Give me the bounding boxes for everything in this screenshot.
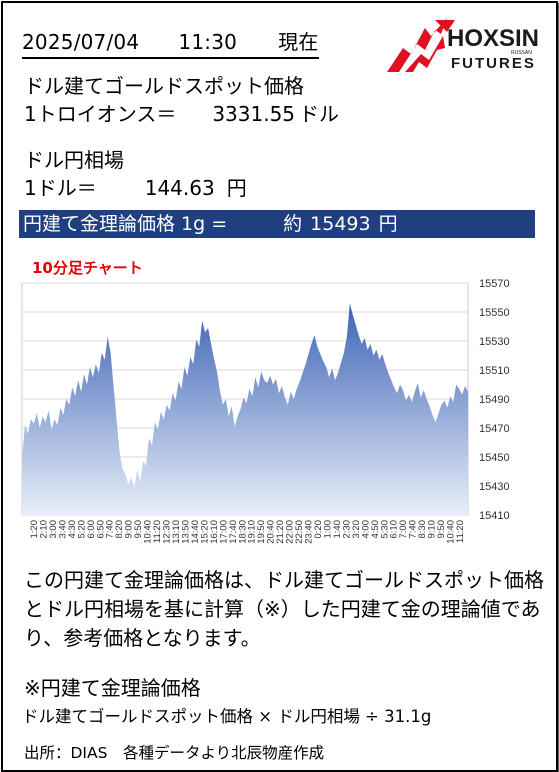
theory-label: 円建て金理論価格 1g = xyxy=(23,213,228,235)
x-tick-label: 10:40 xyxy=(143,520,154,544)
x-tick-label: 14:40 xyxy=(190,520,201,544)
formula-title: ※円建て金理論価格 xyxy=(24,676,201,700)
x-axis-tick-labels: 1:202:103:003:404:305:206:006:507:408:20… xyxy=(29,520,466,544)
gold-unit-label: 1トロイオンス＝ xyxy=(24,102,177,126)
price-area-series xyxy=(22,303,468,515)
x-tick-label: 12:30 xyxy=(162,520,173,544)
x-tick-label: 13:10 xyxy=(171,520,182,544)
time-text: 11:30 xyxy=(178,30,238,54)
x-tick-label: 19:50 xyxy=(256,520,267,544)
x-tick-label: 4:50 xyxy=(370,520,381,539)
logo-swoosh-icon xyxy=(387,18,455,72)
y-tick-label: 15450 xyxy=(479,452,510,464)
theory-approx: 約 xyxy=(283,213,303,235)
chart-title: 10分足チャート xyxy=(32,259,143,277)
x-tick-label: 3:20 xyxy=(351,520,362,539)
theory-currency: 円 xyxy=(378,213,398,235)
x-tick-label: 1:00 xyxy=(322,520,333,539)
y-tick-label: 15410 xyxy=(479,510,510,522)
x-tick-label: 18:30 xyxy=(237,520,248,544)
x-tick-label: 9:50 xyxy=(436,520,447,539)
gold-currency: ドル xyxy=(299,102,340,126)
theory-value: 15493 xyxy=(310,213,371,235)
x-tick-label: 4:00 xyxy=(360,520,371,539)
y-tick-label: 15550 xyxy=(479,307,510,319)
x-tick-label: 17:40 xyxy=(228,520,239,544)
date-text: 2025/07/04 xyxy=(22,30,140,54)
theory-price-banner: 円建て金理論価格 1g = 約 15493 円 xyxy=(19,210,535,238)
as-of-text: 現在 xyxy=(278,30,319,54)
x-tick-label: 11:20 xyxy=(152,520,163,543)
x-tick-label: 8:30 xyxy=(417,520,428,539)
logo-sub: FUTURES xyxy=(451,55,536,72)
x-tick-label: 5:20 xyxy=(76,520,87,539)
x-tick-label: 6:50 xyxy=(95,520,106,539)
company-logo: HOXSIN RUSSAN FUTURES xyxy=(387,18,539,72)
x-tick-label: 22:50 xyxy=(294,520,305,544)
x-tick-label: 17:00 xyxy=(218,520,229,544)
fx-unit-label: 1ドル＝ xyxy=(24,176,97,200)
x-tick-label: 9:00 xyxy=(124,520,135,539)
gold-title: ドル建てゴールドスポット価格 xyxy=(24,74,304,98)
x-tick-label: 10:40 xyxy=(446,520,457,544)
explanation-text: この円建て金理論価格は、ドル建てゴールドスポット価格とドル円相場を基に計算（※）… xyxy=(24,568,544,650)
fx-rate-row: 1ドル＝ 144.63 円 xyxy=(24,172,247,201)
x-tick-label: 1:40 xyxy=(332,520,343,539)
formula-expression: ドル建てゴールドスポット価格 × ドル円相場 ÷ 31.1g xyxy=(22,707,432,726)
x-tick-label: 2:30 xyxy=(341,520,352,539)
x-tick-label: 7:40 xyxy=(105,520,116,539)
fx-currency: 円 xyxy=(226,176,247,200)
y-axis-tick-labels: 15410 15430 15450 15470 15490 15510 15530 15550… xyxy=(479,278,510,522)
x-tick-label: 8:20 xyxy=(114,520,125,539)
x-tick-label: 6:00 xyxy=(86,520,97,539)
source-note: 出所：DIAS 各種データより北辰物産作成 xyxy=(24,744,325,762)
y-tick-label: 15510 xyxy=(479,365,510,377)
x-tick-label: 7:00 xyxy=(398,520,409,539)
x-tick-label: 9:50 xyxy=(133,520,144,539)
x-tick-label: 19:10 xyxy=(247,520,258,544)
x-tick-label: 7:40 xyxy=(408,520,419,539)
x-tick-label: 1:20 xyxy=(29,520,40,539)
x-tick-label: 3:40 xyxy=(57,520,68,539)
x-tick-label: 5:30 xyxy=(379,520,390,539)
y-tick-label: 15470 xyxy=(479,423,510,435)
x-tick-label: 0:20 xyxy=(313,520,324,539)
x-tick-label: 16:10 xyxy=(209,520,220,544)
gold-value: 3331.55 xyxy=(212,102,296,126)
x-tick-label: 9:10 xyxy=(427,520,438,539)
fx-value: 144.63 xyxy=(144,176,215,200)
y-tick-label: 15490 xyxy=(479,394,510,406)
y-tick-label: 15530 xyxy=(479,336,510,348)
logo-name: HOXSIN xyxy=(447,25,539,52)
x-tick-label: 3:00 xyxy=(48,520,59,539)
x-tick-label: 23:40 xyxy=(304,520,315,544)
y-tick-label: 15430 xyxy=(479,481,510,493)
logo-small-text: RUSSAN xyxy=(511,50,532,56)
x-tick-label: 22:00 xyxy=(285,520,296,544)
y-tick-label: 15570 xyxy=(479,278,510,290)
x-tick-label: 11:20 xyxy=(455,520,466,543)
datetime-header: 2025/07/04 11:30 現在 xyxy=(22,26,319,59)
x-tick-label: 13:50 xyxy=(180,520,191,544)
fx-title: ドル円相場 xyxy=(24,148,124,172)
x-tick-label: 6:10 xyxy=(389,520,400,539)
x-tick-label: 20:40 xyxy=(266,520,277,544)
x-tick-label: 15:20 xyxy=(199,520,210,544)
x-tick-label: 4:30 xyxy=(67,520,78,539)
gold-price-row: 1トロイオンス＝ 3331.55 ドル xyxy=(24,98,339,127)
x-tick-label: 2:10 xyxy=(38,520,49,539)
x-tick-label: 21:20 xyxy=(275,520,286,544)
